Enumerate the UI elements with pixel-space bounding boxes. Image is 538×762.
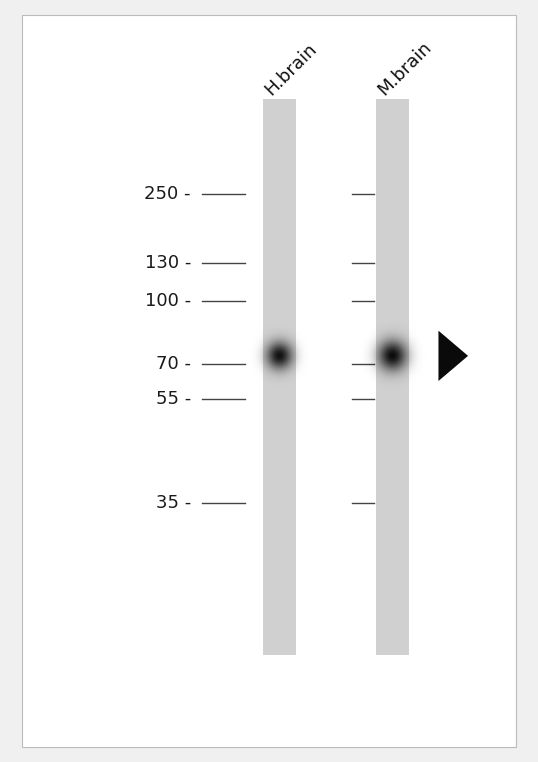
Bar xyxy=(263,99,296,655)
Text: 70 -: 70 - xyxy=(156,355,191,373)
Text: H.brain: H.brain xyxy=(261,40,321,99)
FancyBboxPatch shape xyxy=(22,15,516,747)
Text: 130 -: 130 - xyxy=(145,254,191,272)
Text: M.brain: M.brain xyxy=(374,38,435,99)
Text: 100 -: 100 - xyxy=(145,292,191,310)
Text: 250 -: 250 - xyxy=(145,185,191,203)
Text: 35 -: 35 - xyxy=(155,494,191,512)
Polygon shape xyxy=(438,331,468,381)
Text: 55 -: 55 - xyxy=(155,389,191,408)
Bar xyxy=(376,99,409,655)
